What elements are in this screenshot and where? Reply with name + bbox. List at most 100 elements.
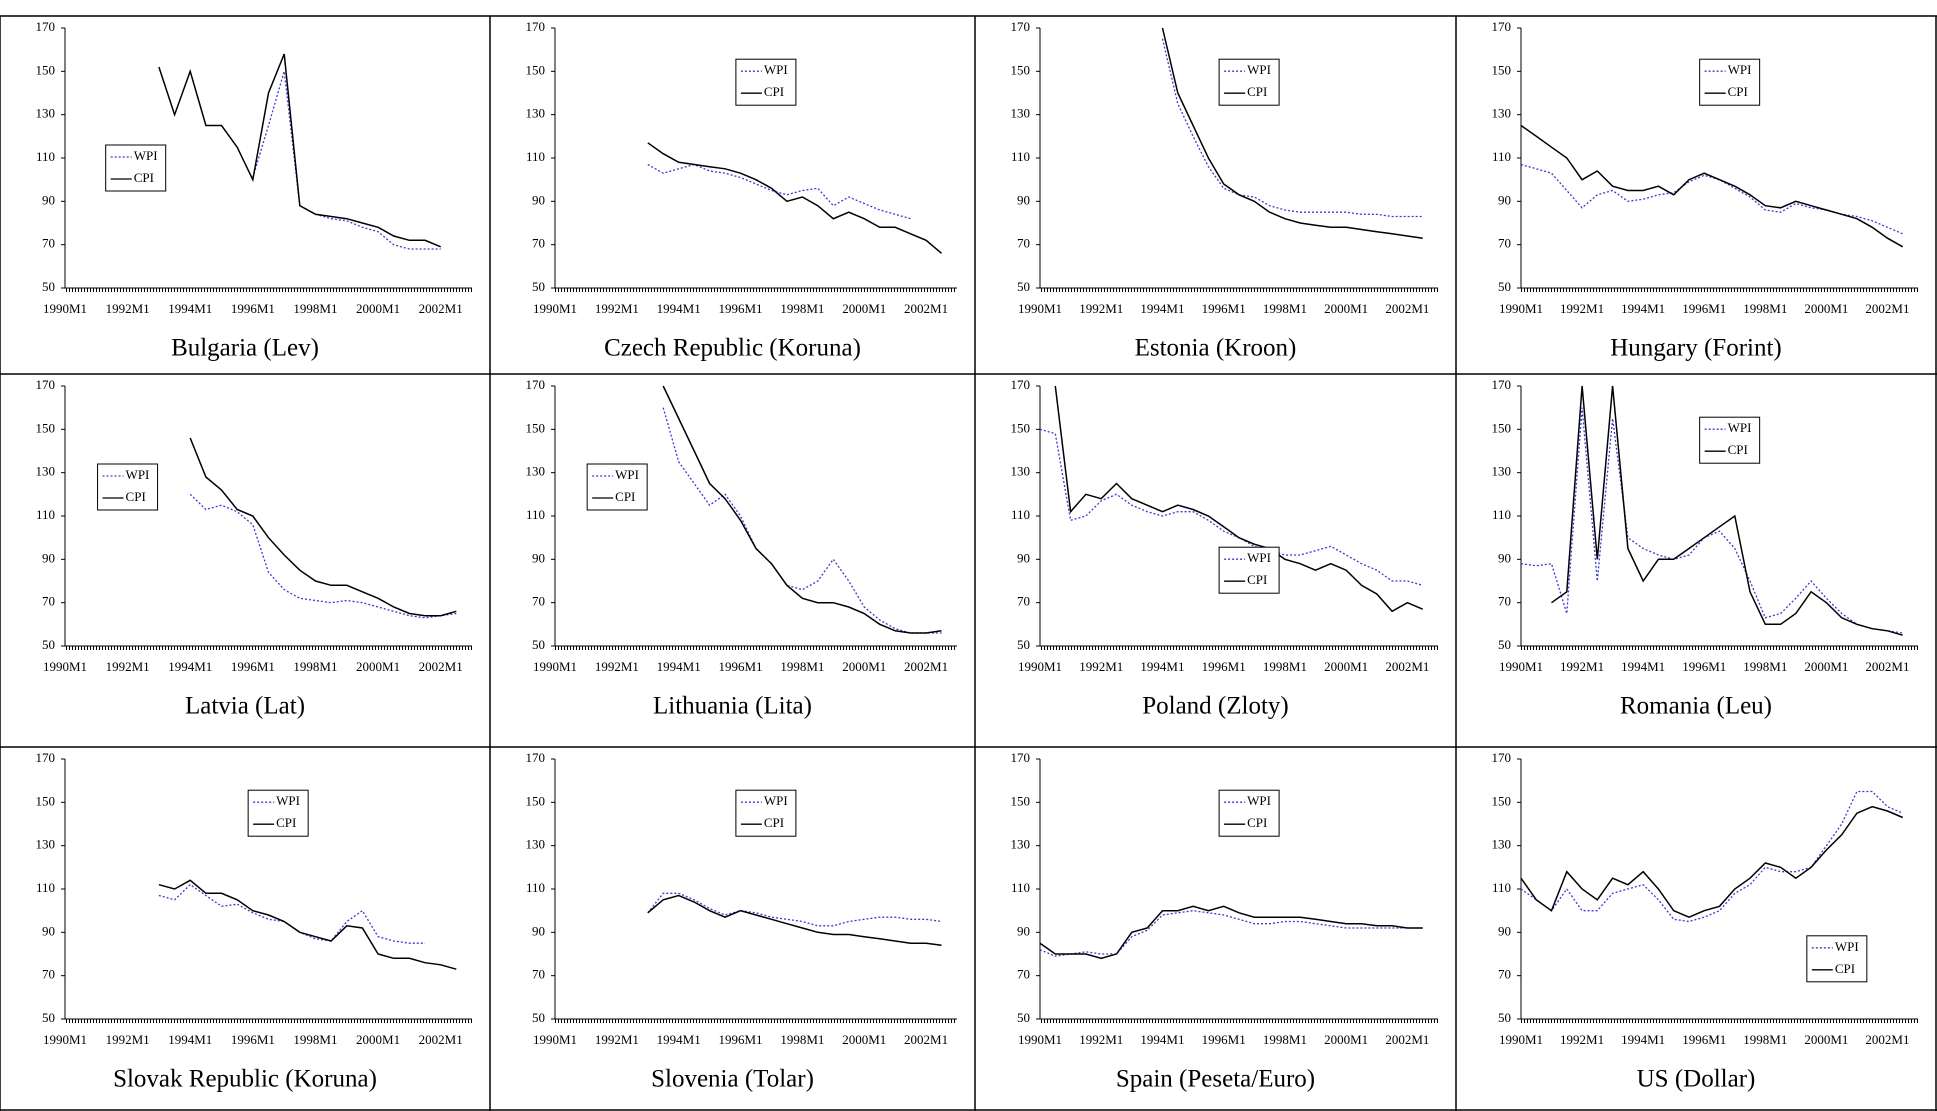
y-tick-label: 70: [1498, 236, 1511, 251]
x-tick-label: 1992M1: [1079, 301, 1123, 316]
y-tick-label: 90: [42, 192, 55, 207]
y-tick-label: 110: [1492, 507, 1511, 522]
y-tick-label: 90: [1498, 550, 1511, 565]
x-tick-label: 2000M1: [356, 659, 400, 674]
series-line: [158, 883, 425, 944]
legend-label: CPI: [1835, 961, 1855, 976]
series-line: [189, 437, 457, 617]
x-tick-label: 1992M1: [1560, 659, 1604, 674]
legend-label: WPI: [1247, 62, 1271, 77]
x-axis-hatch: [1040, 288, 1438, 292]
x-tick-label: 1996M1: [1682, 1032, 1726, 1047]
x-tick-label: 2002M1: [419, 659, 463, 674]
legend-label: CPI: [1247, 84, 1267, 99]
x-tick-label: 1992M1: [1560, 301, 1604, 316]
y-tick-label: 150: [526, 62, 546, 77]
x-tick-label: 1998M1: [1263, 659, 1307, 674]
x-tick-label: 1994M1: [168, 659, 212, 674]
x-tick-label: 2000M1: [1804, 301, 1848, 316]
y-tick-label: 70: [1498, 967, 1511, 982]
x-tick-label: 1998M1: [780, 301, 824, 316]
y-tick-label: 150: [1492, 793, 1512, 808]
x-tick-label: 1996M1: [231, 1032, 275, 1047]
x-tick-label: 2000M1: [356, 301, 400, 316]
x-tick-label: 2002M1: [1385, 659, 1429, 674]
legend-label: WPI: [276, 793, 300, 808]
x-axis-hatch: [555, 1019, 957, 1023]
series-line: [647, 894, 942, 947]
y-tick-label: 90: [1017, 192, 1030, 207]
y-tick-label: 90: [532, 192, 545, 207]
x-tick-label: 1990M1: [1018, 1032, 1062, 1047]
y-tick-label: 170: [526, 19, 546, 34]
x-tick-label: 1996M1: [719, 659, 763, 674]
x-tick-label: 1990M1: [1018, 659, 1062, 674]
y-tick-label: 50: [1498, 1010, 1511, 1025]
x-tick-label: 2002M1: [419, 301, 463, 316]
chart-title: US (Dollar): [1637, 1066, 1756, 1093]
series-line: [189, 493, 457, 619]
x-tick-label: 1992M1: [1079, 1032, 1123, 1047]
y-tick-label: 170: [36, 750, 56, 765]
y-tick-label: 70: [42, 594, 55, 609]
legend-label: WPI: [126, 467, 150, 482]
chart-panel: 50 70 90 110 130 150 170 1990M1 1992M1 1994M1 1996…: [1492, 750, 1918, 1093]
x-tick-label: 2000M1: [356, 1032, 400, 1047]
y-tick-label: 50: [42, 279, 55, 294]
x-tick-label: 1994M1: [1140, 301, 1184, 316]
x-tick-label: 2002M1: [419, 1032, 463, 1047]
x-axis-hatch: [555, 288, 957, 292]
chart-title: Romania (Leu): [1620, 693, 1772, 720]
legend-label: WPI: [1247, 793, 1271, 808]
legend-label: WPI: [1835, 939, 1859, 954]
x-tick-label: 1994M1: [1140, 659, 1184, 674]
y-tick-label: 90: [1498, 923, 1511, 938]
x-tick-label: 1990M1: [533, 659, 577, 674]
x-tick-label: 1992M1: [595, 301, 639, 316]
series-line: [1039, 428, 1423, 586]
x-tick-label: 1996M1: [1202, 1032, 1246, 1047]
chart-panel: 50 70 90 110 130 150 170 1990M1 1992M1 1994M1 1996…: [1011, 19, 1438, 362]
y-tick-label: 150: [526, 420, 546, 435]
y-tick-label: 170: [1492, 377, 1512, 392]
x-tick-label: 2002M1: [1865, 659, 1909, 674]
y-tick-label: 50: [1017, 279, 1030, 294]
y-tick-label: 50: [1017, 1010, 1030, 1025]
x-axis-hatch: [65, 288, 472, 292]
legend-label: CPI: [1728, 442, 1748, 457]
legend-label: CPI: [276, 815, 296, 830]
y-tick-label: 170: [526, 377, 546, 392]
legend-box: [97, 463, 159, 511]
y-tick-label: 130: [36, 464, 56, 479]
x-tick-label: 2002M1: [904, 1032, 948, 1047]
y-tick-label: 50: [42, 1010, 55, 1025]
y-tick-label: 130: [1011, 837, 1031, 852]
legend-box: [1218, 546, 1280, 594]
y-tick-label: 110: [526, 507, 545, 522]
x-axis-hatch: [1521, 646, 1918, 650]
x-tick-label: 1996M1: [1682, 301, 1726, 316]
y-tick-label: 110: [1492, 880, 1511, 895]
chart-panel: 50 70 90 110 130 150 170 1990M1 1992M1 1994M1 1996…: [1011, 750, 1438, 1093]
x-tick-label: 2000M1: [1324, 301, 1368, 316]
x-tick-label: 2000M1: [1804, 1032, 1848, 1047]
legend-box: [105, 144, 167, 192]
legend-label: WPI: [1728, 62, 1752, 77]
x-tick-label: 1990M1: [533, 301, 577, 316]
x-axis-hatch: [1521, 288, 1918, 292]
x-tick-label: 1992M1: [595, 1032, 639, 1047]
chart-title: Hungary (Forint): [1610, 335, 1782, 362]
x-tick-label: 1996M1: [719, 301, 763, 316]
x-tick-label: 2002M1: [1865, 1032, 1909, 1047]
y-tick-label: 50: [532, 1010, 545, 1025]
series-line: [647, 163, 911, 220]
x-tick-label: 1998M1: [1743, 301, 1787, 316]
x-tick-label: 2002M1: [904, 301, 948, 316]
y-tick-label: 150: [1011, 793, 1031, 808]
legend-box: [586, 463, 648, 511]
series-line: [158, 53, 441, 248]
y-tick-label: 170: [1492, 19, 1512, 34]
y-tick-label: 110: [36, 149, 55, 164]
chart-panel: 50 70 90 110 130 150 170 1990M1 1992M1 1994M1 1996…: [1492, 19, 1918, 362]
